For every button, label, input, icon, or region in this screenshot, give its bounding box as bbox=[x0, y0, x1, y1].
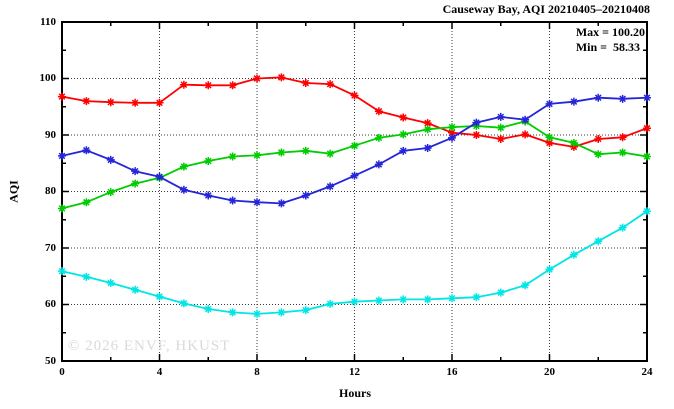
series-blue-markers bbox=[58, 93, 651, 208]
y-tick-label: 60 bbox=[45, 298, 56, 310]
stats-box: Max = 100.20 Min = 58.33 bbox=[576, 25, 645, 55]
watermark: © 2026 ENVF, HKUST bbox=[68, 338, 231, 354]
y-tick-label: 100 bbox=[39, 72, 57, 84]
x-tick-label: 20 bbox=[544, 366, 555, 378]
x-tick-label: 16 bbox=[446, 366, 458, 378]
y-tick-label: 110 bbox=[40, 15, 56, 28]
max-value-label: Max = 100.20 bbox=[575, 25, 645, 39]
x-tick-label: 8 bbox=[254, 366, 260, 378]
series-cyan-markers bbox=[58, 207, 651, 318]
min-value-label: Min = 58.33 bbox=[575, 40, 640, 54]
y-tick-label: 70 bbox=[45, 241, 56, 254]
series-green-markers bbox=[58, 117, 651, 213]
chart-title: Causeway Bay, AQI 20210405–20210408 bbox=[442, 2, 650, 16]
y-tick-label: 90 bbox=[45, 128, 56, 141]
x-tick-label: 0 bbox=[59, 366, 65, 378]
x-tick-label: 4 bbox=[156, 366, 163, 378]
x-tick-label: 24 bbox=[641, 366, 653, 378]
y-tick-label: 80 bbox=[45, 185, 56, 197]
y-tick-label: 50 bbox=[45, 354, 56, 367]
series-red-markers bbox=[58, 73, 651, 151]
x-axis-title: Hours bbox=[338, 386, 371, 400]
x-tick-label: 12 bbox=[349, 366, 360, 378]
series-green-line bbox=[61, 120, 648, 210]
